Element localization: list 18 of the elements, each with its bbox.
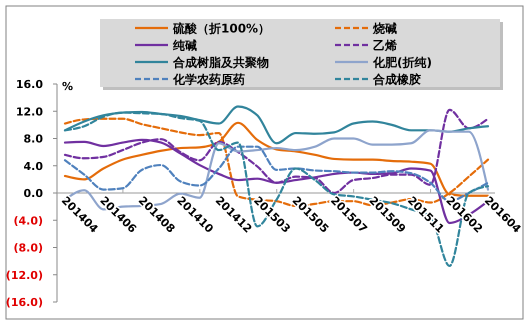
y-tick-label: 16.0 [16, 78, 44, 91]
y-tick-label: (16.0) [6, 296, 43, 309]
y-tick-label: 4.0 [24, 160, 44, 173]
y-tick-label: 12.0 [16, 105, 44, 118]
y-tick-label: (12.0) [6, 268, 43, 282]
legend-label: 烧碱 [372, 22, 397, 36]
y-tick-label: 8.0 [24, 132, 44, 146]
y-tick-label: (8.0) [13, 242, 43, 254]
y-axis-title: % [62, 80, 74, 93]
legend-label: 化肥(折纯) [372, 56, 432, 70]
legend-label: 乙烯 [373, 38, 397, 52]
legend-label: 合成树脂及共聚物 [172, 56, 269, 70]
legend-label: 硫酸（折100%） [172, 22, 270, 36]
y-tick-label: 0.0 [24, 187, 44, 200]
legend-label: 合成橡胶 [372, 72, 421, 86]
legend-label: 化学农药原药 [172, 72, 245, 86]
y-tick-label: (4.0) [13, 214, 43, 228]
legend-label: 纯碱 [172, 38, 197, 52]
